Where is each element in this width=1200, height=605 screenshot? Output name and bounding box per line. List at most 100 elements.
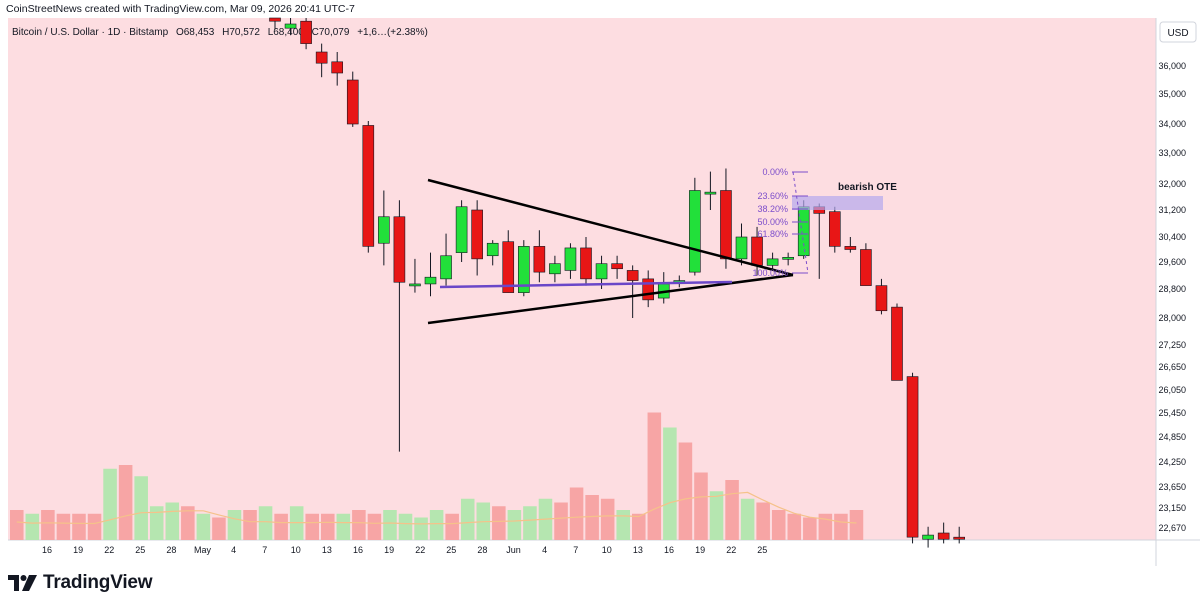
volume-moving-average [16, 491, 857, 525]
candle [906, 372, 919, 544]
candle [269, 17, 281, 30]
candle-body [362, 125, 375, 247]
candle-body [346, 79, 359, 125]
triangle-pattern [427, 178, 794, 325]
volume-bar [103, 468, 117, 540]
time-tick-label: 25 [135, 545, 145, 555]
volume-bar [616, 510, 630, 540]
volume-bar [10, 510, 24, 540]
volume-bars [10, 412, 864, 540]
ohlc-change: +1,6…(+2.38%) [357, 27, 428, 38]
price-tick-label: 34,000 [1158, 119, 1186, 129]
candle-body [580, 247, 592, 280]
volume-bar [72, 513, 86, 540]
candle-body [300, 20, 312, 44]
volume-bar [414, 517, 428, 540]
price-tick-label: 26,650 [1158, 362, 1186, 372]
fib-trend-line [792, 171, 809, 274]
candle [922, 526, 934, 548]
price-tick-label: 30,400 [1158, 232, 1186, 242]
candle [362, 121, 375, 253]
ohlc-low: L68,400 [268, 27, 305, 38]
price-tick-label: 35,000 [1158, 89, 1186, 99]
candle-body [922, 534, 934, 540]
price-tick-label: 31,200 [1158, 205, 1186, 215]
candle [284, 18, 297, 36]
candle [300, 18, 312, 50]
volume-bar [87, 513, 102, 540]
candle [642, 270, 655, 308]
price-tick-labels: 36,000 35,000 34,000 33,000 32,000 31,200 30,4… [1158, 61, 1186, 533]
candle-body [424, 276, 437, 285]
candle [860, 243, 872, 286]
time-tick-label: 19 [695, 545, 705, 555]
volume-bar [305, 513, 319, 540]
volume-bar [787, 513, 802, 540]
volume-bar [663, 427, 677, 540]
candle [828, 206, 841, 253]
price-tick-label: 29,600 [1158, 257, 1186, 267]
candle [937, 522, 950, 544]
candle [782, 252, 794, 266]
tradingview-logo[interactable]: TradingView [8, 572, 153, 594]
volume-bar [258, 506, 273, 540]
attribution-text: CoinStreetNews created with TradingView.… [6, 3, 355, 15]
candle-body [440, 255, 452, 280]
volume-bar [227, 510, 242, 540]
candle-body [409, 283, 421, 287]
price-tick-label: 24,850 [1158, 432, 1186, 442]
candle-body [269, 17, 281, 22]
candle-body [486, 242, 499, 257]
candle-body [455, 206, 468, 253]
time-tick-label: 7 [262, 545, 267, 555]
candle [502, 230, 515, 293]
candle-body [751, 236, 763, 266]
ote-zone [792, 196, 883, 210]
candlestick-chart[interactable]: USD Bitcoin / U.S. Dollar · 1D · Bitstam… [0, 0, 1200, 570]
candle-body [844, 246, 857, 250]
candle [766, 252, 779, 269]
volume-bar [165, 502, 180, 540]
fib-level-label: 50.00% [757, 217, 788, 227]
volume-bar [694, 472, 708, 540]
ote-label: bearish OTE [838, 182, 897, 193]
volume-bar [678, 442, 693, 540]
fib-level-label: 0.00% [762, 167, 788, 177]
price-axis[interactable] [1156, 18, 1200, 540]
candle-body [860, 249, 872, 286]
time-tick-label: 10 [602, 545, 612, 555]
candle-body [689, 190, 701, 273]
time-tick-label: 28 [477, 545, 487, 555]
volume-bar [352, 510, 366, 540]
price-tick-label: 23,650 [1158, 482, 1186, 492]
time-tick-label: 13 [633, 545, 643, 555]
candle [689, 177, 701, 276]
volume-bar [507, 510, 522, 540]
time-tick-label: 13 [322, 545, 332, 555]
candle-body [937, 532, 950, 540]
candle [720, 168, 732, 269]
volume-bar [834, 513, 848, 540]
volume-bar [849, 510, 864, 540]
candle-body [891, 306, 903, 381]
volume-bar [756, 502, 770, 540]
candle [486, 240, 499, 266]
candle [331, 52, 344, 86]
time-tick-label: 4 [542, 545, 547, 555]
time-tick-label: 22 [104, 545, 114, 555]
fib-level-label: 38.20% [757, 204, 788, 214]
price-tick-label: 26,050 [1158, 385, 1186, 395]
candles [269, 17, 966, 548]
volume-bar [274, 513, 288, 540]
volume-bar [647, 412, 662, 540]
candle-body [549, 263, 561, 275]
candle-body [533, 246, 546, 273]
volume-bar [492, 506, 506, 540]
time-axis[interactable] [8, 540, 1156, 566]
time-tick-label: 25 [757, 545, 767, 555]
time-tick-label: 19 [384, 545, 394, 555]
volume-bar [709, 491, 724, 540]
currency-badge [1159, 21, 1197, 43]
candle-body [331, 61, 344, 74]
triangle-upper-line [427, 178, 794, 277]
